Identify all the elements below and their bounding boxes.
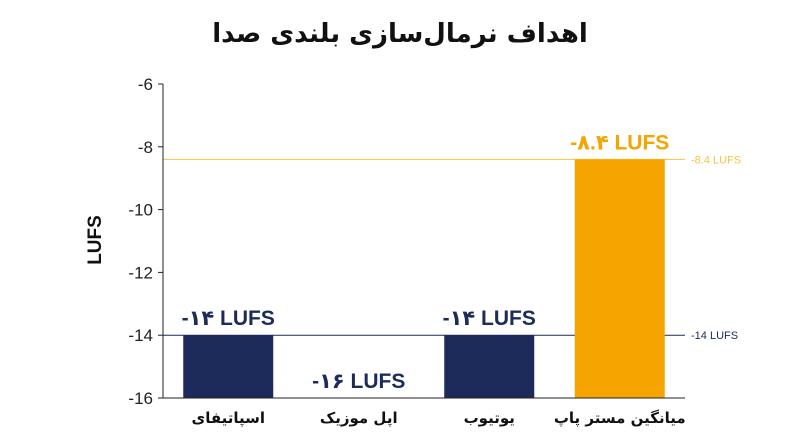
y-tick-label: -12 [128, 263, 153, 282]
y-axis-label: LUFS [85, 215, 106, 265]
data-label: -۱۶ LUFS [312, 370, 405, 393]
data-label: -۱۴ LUFS [182, 307, 275, 330]
plot-area: -8.4 LUFS -14 LUFS -۱۴ LUFS اسپاتیفای -۱۶ LU… [128, 75, 741, 428]
y-tick-label: -16 [128, 389, 153, 408]
x-tick-label: میانگین مستر پاپ [554, 409, 686, 428]
data-label: -۸.۴ LUFS [570, 131, 669, 154]
x-tick-label: اسپاتیفای [191, 409, 265, 428]
reference-line-label: -8.4 LUFS [691, 154, 741, 166]
y-tick-label: -14 [128, 326, 153, 345]
data-label: -۱۴ LUFS [443, 307, 536, 330]
bar [183, 335, 274, 398]
chart-title: اهداف نرمال‌سازی بلندی صدا [212, 19, 588, 49]
x-tick-label: اپل موزیک [320, 409, 398, 428]
y-tick-label: -6 [138, 75, 153, 94]
reference-line-label: -14 LUFS [691, 330, 738, 342]
bar [444, 335, 535, 398]
y-tick-label: -8 [138, 138, 153, 157]
y-tick-label: -10 [128, 201, 153, 220]
x-tick-label: یوتیوب [464, 409, 515, 427]
bar [574, 159, 665, 398]
